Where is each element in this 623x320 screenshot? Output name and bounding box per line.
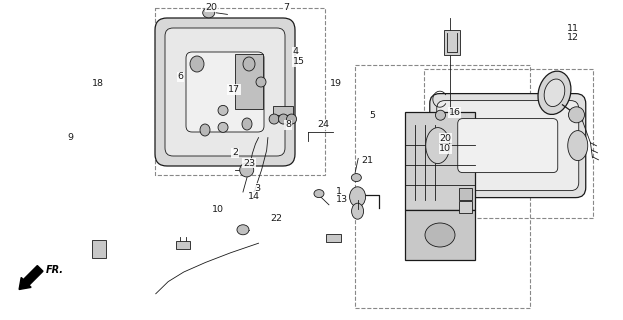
FancyBboxPatch shape xyxy=(186,52,264,132)
Ellipse shape xyxy=(200,124,210,136)
Text: 21: 21 xyxy=(361,156,373,165)
Ellipse shape xyxy=(243,57,255,71)
Ellipse shape xyxy=(568,107,584,123)
Bar xyxy=(155,8,325,175)
Text: 1: 1 xyxy=(336,188,343,196)
Ellipse shape xyxy=(237,225,249,235)
Bar xyxy=(326,234,341,242)
Ellipse shape xyxy=(351,173,361,182)
Text: 16: 16 xyxy=(449,108,460,117)
FancyBboxPatch shape xyxy=(437,100,579,191)
Text: 11: 11 xyxy=(567,24,579,33)
Bar xyxy=(405,210,475,260)
Ellipse shape xyxy=(314,189,324,197)
Text: 7: 7 xyxy=(283,3,290,12)
Text: 13: 13 xyxy=(336,196,348,204)
Bar xyxy=(355,65,530,308)
Ellipse shape xyxy=(544,79,565,107)
Text: 8: 8 xyxy=(285,120,291,129)
Bar xyxy=(424,69,593,218)
Text: 17: 17 xyxy=(228,85,240,94)
Text: 10: 10 xyxy=(212,205,224,214)
Ellipse shape xyxy=(568,131,587,161)
Text: 20: 20 xyxy=(439,134,451,143)
Text: 12: 12 xyxy=(567,33,579,42)
FancyBboxPatch shape xyxy=(165,28,285,156)
Text: 19: 19 xyxy=(330,79,342,88)
Text: 9: 9 xyxy=(67,133,74,142)
Bar xyxy=(444,30,460,55)
Text: 3: 3 xyxy=(254,184,260,193)
Ellipse shape xyxy=(538,71,571,115)
Bar xyxy=(405,112,475,210)
Text: 14: 14 xyxy=(249,192,260,201)
FancyBboxPatch shape xyxy=(458,119,558,172)
Ellipse shape xyxy=(218,105,228,116)
Bar xyxy=(92,240,106,258)
Ellipse shape xyxy=(426,128,450,164)
Ellipse shape xyxy=(435,110,445,120)
Ellipse shape xyxy=(269,114,279,124)
Bar xyxy=(459,188,472,200)
Text: 22: 22 xyxy=(270,214,282,223)
Bar xyxy=(459,201,472,213)
Ellipse shape xyxy=(287,114,297,124)
Text: 23: 23 xyxy=(243,159,255,168)
Text: 2: 2 xyxy=(232,148,238,157)
Text: 24: 24 xyxy=(318,120,330,129)
FancyArrow shape xyxy=(19,266,43,290)
Ellipse shape xyxy=(190,56,204,72)
Text: 5: 5 xyxy=(369,111,375,120)
Ellipse shape xyxy=(242,118,252,130)
Text: FR.: FR. xyxy=(46,265,64,276)
Bar xyxy=(176,241,190,249)
Text: 4: 4 xyxy=(293,47,299,56)
Text: 20: 20 xyxy=(206,3,217,12)
FancyBboxPatch shape xyxy=(430,93,586,197)
Ellipse shape xyxy=(278,114,288,124)
Ellipse shape xyxy=(240,163,254,177)
FancyBboxPatch shape xyxy=(155,18,295,166)
Text: 6: 6 xyxy=(178,72,184,81)
Ellipse shape xyxy=(351,203,364,219)
Ellipse shape xyxy=(425,223,455,247)
Bar xyxy=(235,54,263,109)
Text: 18: 18 xyxy=(92,79,104,88)
Ellipse shape xyxy=(350,187,366,207)
Bar xyxy=(273,106,293,115)
Ellipse shape xyxy=(202,8,215,18)
Ellipse shape xyxy=(256,77,266,87)
Text: 10: 10 xyxy=(439,144,451,153)
Text: 15: 15 xyxy=(293,57,305,66)
Ellipse shape xyxy=(218,122,228,132)
